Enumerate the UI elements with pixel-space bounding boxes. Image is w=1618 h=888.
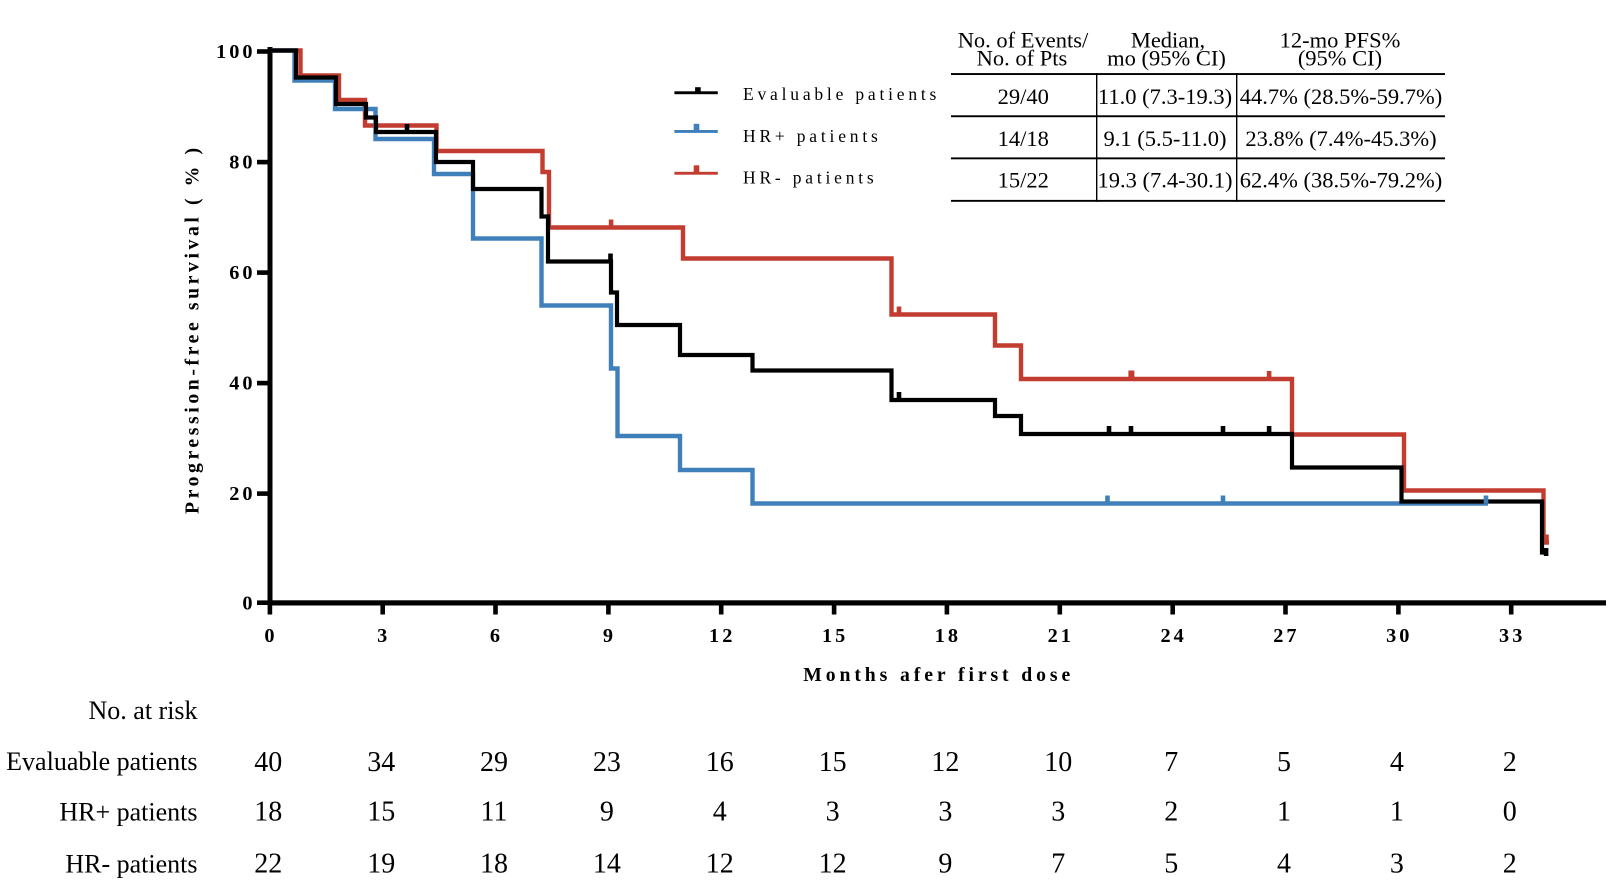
svg-text:9: 9 [938,849,952,880]
svg-text:(95% CI): (95% CI) [1298,45,1382,70]
svg-text:mo (95% CI): mo (95% CI) [1107,45,1226,70]
svg-text:29/40: 29/40 [998,84,1049,109]
svg-text:0: 0 [242,592,255,614]
svg-text:2: 2 [1164,797,1178,828]
svg-text:23: 23 [593,747,621,778]
svg-text:18: 18 [480,849,508,880]
svg-text:No. of Pts: No. of Pts [977,45,1068,70]
svg-text:19: 19 [367,849,395,880]
svg-text:5: 5 [1164,849,1178,880]
svg-text:16: 16 [706,747,734,778]
svg-text:9.1 (5.5-11.0): 9.1 (5.5-11.0) [1104,126,1227,151]
svg-text:HR- patients: HR- patients [743,168,878,188]
svg-text:7: 7 [1051,849,1065,880]
svg-text:3: 3 [938,797,952,828]
svg-text:9: 9 [603,625,616,647]
svg-text:12: 12 [709,625,735,647]
svg-text:30: 30 [1386,625,1412,647]
svg-text:18: 18 [935,625,961,647]
svg-text:0: 0 [264,625,277,647]
svg-text:40: 40 [254,747,282,778]
svg-text:3: 3 [826,797,840,828]
svg-text:HR- patients: HR- patients [65,849,197,878]
svg-text:HR+ patients: HR+ patients [743,126,882,146]
svg-text:6: 6 [490,625,503,647]
svg-text:12: 12 [706,849,734,880]
svg-text:19.3 (7.4-30.1): 19.3 (7.4-30.1) [1098,168,1233,193]
svg-text:60: 60 [229,262,255,284]
svg-text:11: 11 [481,797,508,828]
svg-text:7: 7 [1164,747,1178,778]
svg-text:No. of Events/: No. of Events/ [958,28,1089,53]
svg-text:22: 22 [254,849,282,880]
svg-text:Evaluable patients: Evaluable patients [6,747,197,776]
svg-text:12: 12 [819,849,847,880]
svg-text:34: 34 [367,747,395,778]
svg-text:No. at risk: No. at risk [89,696,198,725]
svg-text:Progression-free survival ( %: Progression-free survival ( % ) [182,144,204,514]
svg-text:20: 20 [229,483,255,505]
svg-text:3: 3 [1051,797,1065,828]
svg-text:23.8% (7.4%-45.3%): 23.8% (7.4%-45.3%) [1245,126,1436,151]
svg-text:5: 5 [1277,747,1291,778]
svg-text:0: 0 [1503,797,1517,828]
svg-text:18: 18 [254,797,282,828]
svg-text:1: 1 [1277,797,1291,828]
svg-text:12: 12 [931,747,959,778]
svg-text:9: 9 [600,797,614,828]
svg-text:44.7% (28.5%-59.7%): 44.7% (28.5%-59.7%) [1240,84,1442,109]
svg-text:24: 24 [1160,625,1186,647]
svg-text:40: 40 [229,373,255,395]
svg-text:4: 4 [1277,849,1291,880]
svg-text:33: 33 [1499,625,1525,647]
svg-text:12-mo PFS%: 12-mo PFS% [1280,28,1401,53]
svg-text:80: 80 [229,152,255,174]
svg-text:2: 2 [1503,849,1517,880]
svg-text:4: 4 [713,797,727,828]
svg-text:1: 1 [1390,797,1404,828]
svg-text:2: 2 [1503,747,1517,778]
svg-text:62.4% (38.5%-79.2%): 62.4% (38.5%-79.2%) [1240,168,1442,193]
svg-text:14/18: 14/18 [998,126,1049,151]
svg-text:Evaluable patients: Evaluable patients [743,84,940,104]
svg-text:4: 4 [1390,747,1404,778]
svg-text:21: 21 [1048,625,1074,647]
svg-text:15/22: 15/22 [998,168,1049,193]
svg-text:14: 14 [593,849,621,880]
svg-text:Median,: Median, [1131,28,1205,53]
svg-text:HR+ patients: HR+ patients [59,798,197,827]
svg-text:27: 27 [1273,625,1299,647]
svg-text:29: 29 [480,747,508,778]
svg-text:3: 3 [377,625,390,647]
svg-text:3: 3 [1390,849,1404,880]
svg-text:Months afer first dose: Months afer first dose [803,664,1074,686]
svg-text:15: 15 [819,747,847,778]
svg-text:15: 15 [367,797,395,828]
svg-text:11.0 (7.3-19.3): 11.0 (7.3-19.3) [1098,84,1232,109]
svg-text:10: 10 [1044,747,1072,778]
svg-text:15: 15 [822,625,848,647]
svg-text:100: 100 [216,41,255,63]
